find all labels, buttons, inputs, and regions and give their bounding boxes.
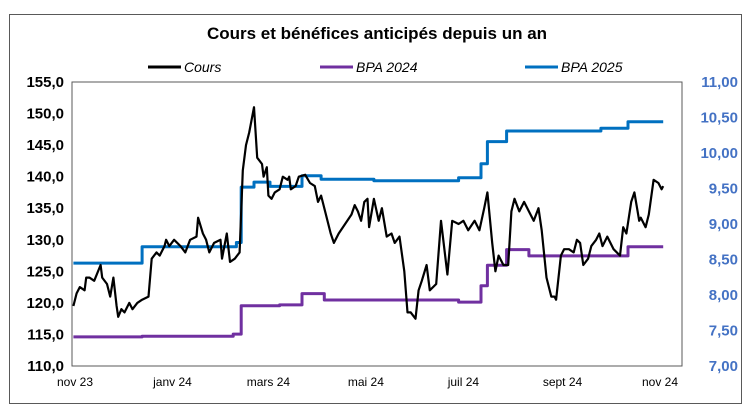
series-line-bpa-2025	[73, 120, 664, 265]
y-right-tick-label: 7,00	[709, 358, 738, 375]
y-left-tick-label: 150,0	[26, 106, 64, 123]
series-line-cours	[72, 106, 665, 320]
x-tick-label: nov 24	[642, 375, 678, 389]
y-left-tick-label: 125,0	[26, 263, 64, 280]
legend-label: BPA 2025	[561, 59, 623, 75]
y-left-tick-label: 115,0	[27, 326, 64, 343]
y-right-tick-label: 8,00	[709, 287, 738, 304]
legend-label: Cours	[184, 59, 221, 75]
y-right-tick-label: 7,50	[709, 323, 738, 340]
y-right-tick-label: 8,50	[709, 252, 738, 269]
y-left-tick-label: 120,0	[26, 295, 64, 312]
x-tick-label: sept 24	[543, 375, 583, 389]
y-right-tick-label: 10,00	[700, 145, 738, 162]
chart-frame	[9, 14, 742, 404]
y-left-tick-label: 135,0	[26, 200, 64, 217]
y-left-tick-label: 145,0	[26, 137, 64, 154]
x-tick-label: juil 24	[447, 375, 480, 389]
y-left-tick-label: 155,0	[26, 74, 64, 91]
series-line-bpa-2024	[73, 245, 664, 339]
chart-title: Cours et bénéfices anticipés depuis un a…	[207, 24, 547, 43]
legend: Cours BPA 2024 BPA 2025	[148, 59, 623, 75]
x-tick-label: nov 23	[57, 375, 93, 389]
x-tick-label: mars 24	[247, 375, 291, 389]
y-right-tick-label: 10,50	[700, 110, 738, 127]
x-tick-label: janv 24	[152, 375, 192, 389]
y-left-tick-label: 140,0	[26, 169, 64, 186]
y-left-tick-label: 130,0	[26, 232, 64, 249]
y-right-tick-label: 9,00	[709, 216, 738, 233]
y-right-tick-label: 9,50	[709, 181, 738, 198]
y-left-tick-label: 110,0	[27, 358, 64, 375]
x-tick-label: mai 24	[348, 375, 384, 389]
y-right-tick-label: 11,00	[701, 74, 738, 91]
plot-area	[71, 81, 683, 367]
legend-label: BPA 2024	[356, 59, 418, 75]
